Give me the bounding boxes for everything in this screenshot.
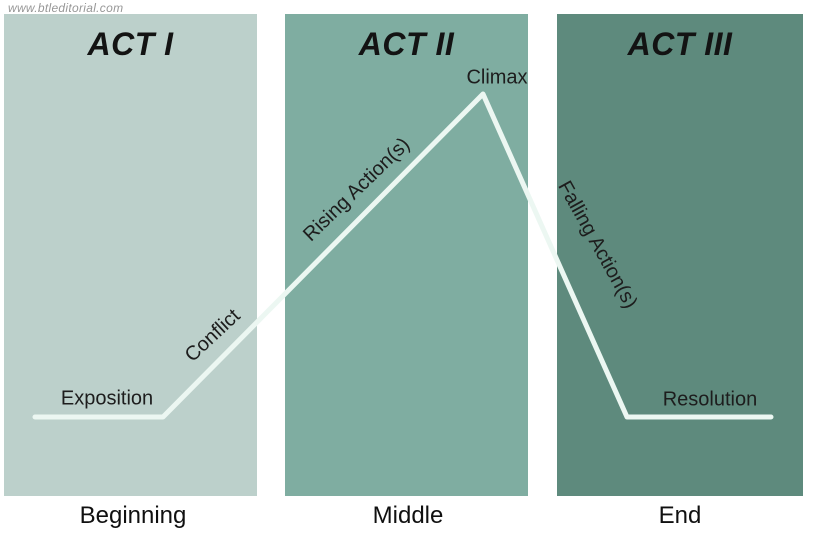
act2-title: ACT II [358,26,455,62]
climax-label: Climax [466,66,528,89]
resolution-label: Resolution [662,388,758,411]
stage-label-end: End [658,502,702,529]
act1-title: ACT I [87,26,174,62]
act1-panel: ACT I [4,14,257,496]
stage-label-beginning: Beginning [79,502,187,529]
watermark: www.btleditorial.com [8,1,124,15]
act3-title: ACT III [627,26,733,62]
stage-label-middle: Middle [372,502,444,529]
exposition-label: Exposition [60,387,154,410]
